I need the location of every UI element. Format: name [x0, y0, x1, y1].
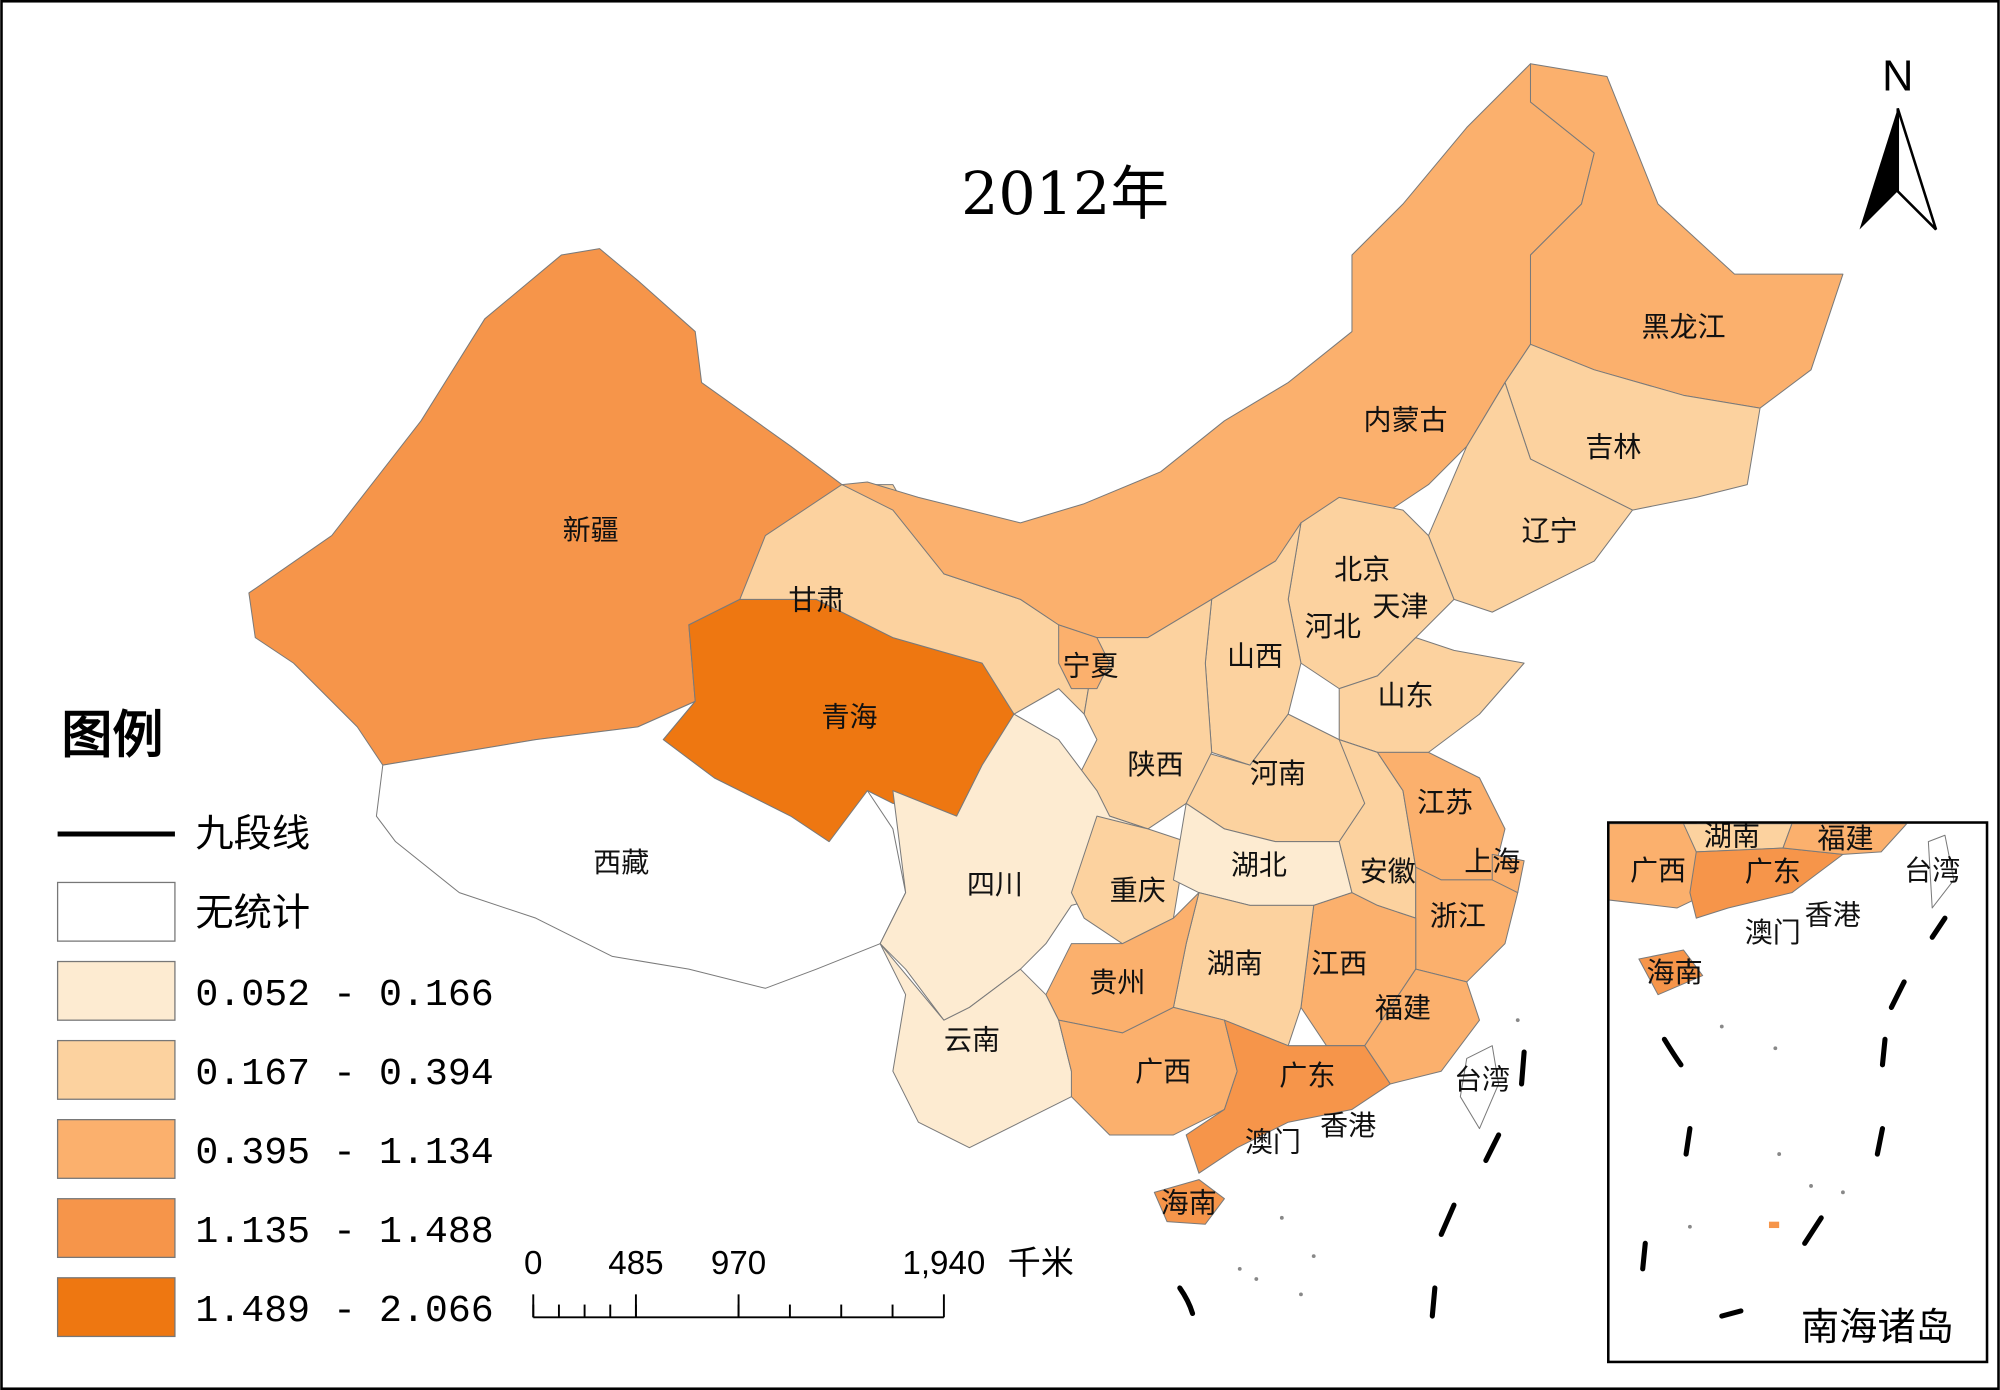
- inset-label: 湖南: [1704, 819, 1760, 852]
- province-label: 山东: [1377, 679, 1433, 712]
- place-label: 香港: [1320, 1109, 1376, 1142]
- legend-swatch: [56, 881, 176, 942]
- province-label: 江西: [1311, 947, 1367, 980]
- legend-label: 1.489 - 2.066: [195, 1290, 493, 1333]
- province: [1185, 1019, 1391, 1174]
- province-label: 山西: [1227, 640, 1283, 673]
- scale-unit: 千米: [1008, 1243, 1074, 1282]
- inset-title: 南海诸岛: [1801, 1305, 1954, 1350]
- province-label: 云南: [944, 1023, 1000, 1056]
- province-label: 台湾: [1454, 1063, 1510, 1096]
- legend-title: 图例: [61, 706, 163, 766]
- inset-province: [1927, 834, 1955, 909]
- inset-frame: [1607, 821, 1989, 1364]
- inset-label: 香港: [1805, 898, 1861, 931]
- province-label: 新疆: [563, 513, 619, 546]
- inset-label: 广东: [1745, 855, 1801, 888]
- legend-label: 0.052 - 0.166: [195, 974, 493, 1017]
- inset-label: 海南: [1647, 956, 1703, 989]
- nine-dash-line: [1177, 1049, 1527, 1319]
- inset-province: [1782, 823, 1908, 855]
- province-label: 四川: [967, 868, 1023, 901]
- inset-label: 福建: [1817, 822, 1873, 855]
- legend-swatch: [56, 960, 176, 1021]
- inset-label: 广西: [1630, 854, 1686, 887]
- province-label: 安徽: [1360, 855, 1416, 888]
- inset-province: [1638, 949, 1704, 996]
- legend-swatch: [56, 1119, 176, 1179]
- scale-tick-label: 970: [711, 1245, 766, 1282]
- legend-swatch: [56, 1198, 176, 1259]
- legend-label: 九段线: [195, 812, 310, 857]
- north-arrow: N: [1859, 53, 1938, 231]
- province-label: 内蒙古: [1363, 404, 1447, 437]
- legend-swatch: [56, 1277, 176, 1338]
- legend-label: 无统计: [195, 891, 310, 936]
- province-label: 福建: [1375, 991, 1431, 1024]
- province-label: 河南: [1250, 757, 1306, 790]
- province-label: 北京: [1334, 553, 1390, 586]
- province: [1058, 624, 1111, 690]
- province-label: 河北: [1305, 610, 1361, 643]
- province-label: 海南: [1161, 1187, 1217, 1220]
- scale-tick-label: 485: [608, 1245, 663, 1282]
- province-label: 吉林: [1585, 430, 1641, 463]
- scale-tick-label: 1,940: [902, 1245, 985, 1282]
- province-label: 辽宁: [1522, 515, 1578, 548]
- province-label: 湖北: [1231, 849, 1287, 882]
- map-title: 2012年: [961, 160, 1169, 228]
- place-label: 澳门: [1245, 1125, 1301, 1158]
- inset-label: 澳门: [1745, 916, 1801, 949]
- province: [1153, 1179, 1225, 1225]
- inset-nine-dash: [1640, 915, 1948, 1319]
- legend-label: 0.167 - 0.394: [195, 1053, 493, 1096]
- province-label: 湖南: [1207, 947, 1263, 980]
- province-label: 青海: [821, 701, 877, 734]
- inset-label: 台湾: [1904, 854, 1960, 887]
- province-label: 浙江: [1430, 900, 1486, 933]
- north-label: N: [1882, 53, 1913, 101]
- inset-islands: [1687, 1024, 1845, 1229]
- legend-swatch: [56, 1039, 176, 1100]
- province: [879, 943, 1098, 1149]
- province-label: 黑龙江: [1641, 311, 1725, 344]
- province-label: 江苏: [1417, 786, 1473, 819]
- legend-label: 1.135 - 1.488: [195, 1211, 493, 1254]
- province-label: 甘肃: [788, 583, 844, 616]
- scale-bar: 0 485 970 1,940 千米: [524, 1243, 1074, 1319]
- scale-tick-label: 0: [524, 1245, 542, 1282]
- islands: [1237, 1018, 1520, 1297]
- province-label: 广西: [1135, 1055, 1191, 1088]
- province-label: 天津: [1372, 590, 1428, 623]
- province-label: 贵州: [1089, 966, 1145, 999]
- province-label: 西藏: [593, 846, 649, 879]
- province-label: 重庆: [1110, 874, 1166, 907]
- legend-label: 0.395 - 1.134: [195, 1132, 493, 1175]
- province: [1364, 968, 1480, 1085]
- province-label: 广东: [1279, 1059, 1335, 1092]
- province-label: 上海: [1464, 845, 1520, 878]
- provinces: [248, 63, 1844, 1225]
- province-label: 陕西: [1128, 748, 1184, 781]
- province-label: 宁夏: [1062, 650, 1118, 683]
- province: [1459, 1045, 1500, 1130]
